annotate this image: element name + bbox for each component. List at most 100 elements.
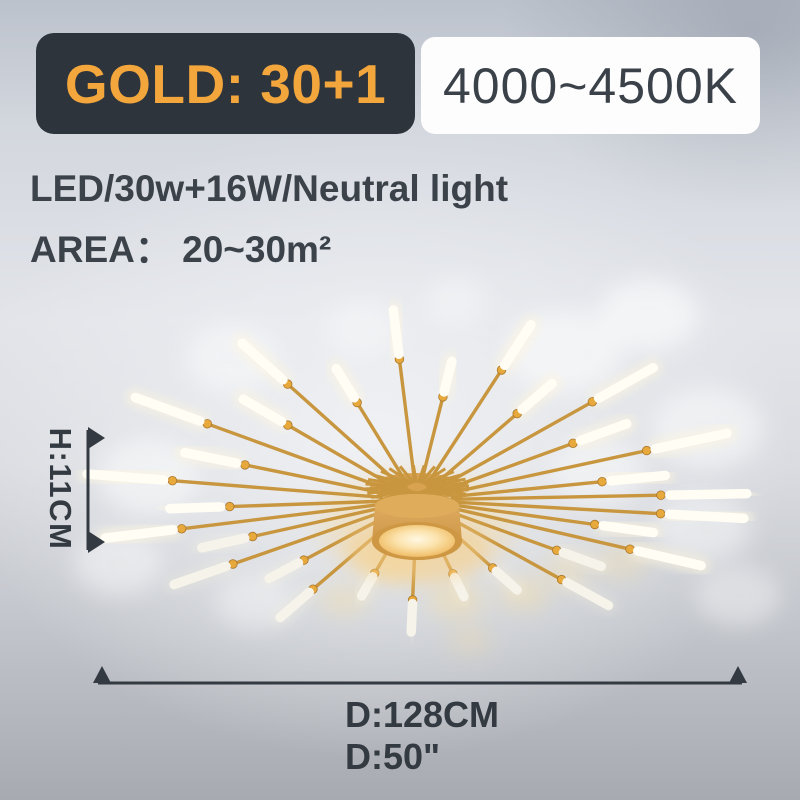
rod-bead	[224, 501, 235, 512]
lamp-arm	[232, 333, 401, 486]
lamp-arm	[174, 442, 386, 496]
dimension-annotations	[86, 427, 747, 685]
led-tube	[633, 546, 706, 571]
canopy-spoke	[426, 486, 467, 496]
led-tube	[593, 362, 658, 403]
led-tube	[275, 587, 314, 623]
diameter-arrow-right-icon	[729, 666, 747, 683]
rod-bead	[590, 519, 600, 530]
led-tube	[180, 447, 242, 468]
lamp-rod	[450, 493, 661, 501]
led-tube	[331, 363, 359, 403]
led-tube	[598, 520, 659, 538]
lamp-arm	[448, 423, 737, 495]
lamp-rod	[286, 423, 395, 488]
lamp-rod	[244, 463, 386, 496]
lamp-arm	[444, 413, 637, 492]
lamp-arm	[159, 496, 384, 519]
lamp-arm	[191, 504, 388, 558]
hub-light-face	[379, 525, 455, 557]
led-tube	[388, 305, 404, 359]
canopy-spoke	[425, 473, 461, 487]
lamp-arm	[450, 483, 757, 506]
rod-bead	[625, 544, 635, 554]
lamp-arm	[95, 502, 385, 549]
led-tube	[439, 356, 457, 397]
lamp-rod	[286, 382, 401, 486]
lamp-arm	[383, 300, 417, 482]
lamp-rod	[172, 479, 384, 500]
lamp-rod	[427, 369, 503, 484]
lamp-rod	[206, 422, 390, 492]
lamp-arm	[450, 500, 754, 529]
diameter-arrow-left-icon	[93, 666, 111, 683]
canopy-spoke	[398, 465, 415, 484]
led-tube	[517, 378, 557, 415]
lamp-rod	[355, 401, 408, 483]
lamp-arm	[427, 314, 541, 484]
color-temp-label: 4000~4500K	[442, 57, 738, 114]
led-tube	[558, 547, 607, 572]
lamp-rod	[444, 441, 574, 492]
lamp-rod	[450, 500, 661, 516]
rod-bead	[167, 476, 178, 486]
hub-drum-top	[375, 494, 459, 518]
led-tube	[449, 572, 469, 602]
model-badge: GOLD: 30+1	[36, 33, 415, 134]
rod-bead	[176, 524, 187, 534]
led-tube	[406, 598, 418, 637]
led-tube	[238, 394, 287, 427]
model-badge-label: GOLD: 30+1	[64, 52, 387, 115]
diameter-cm-label: D:128CM	[345, 694, 500, 735]
led-tube	[237, 338, 288, 385]
lamp-rod	[420, 396, 445, 482]
rod-bead	[597, 477, 607, 487]
lamp-arm	[434, 373, 563, 486]
led-tube	[664, 509, 749, 524]
lamp-rod	[434, 412, 519, 486]
led-tube	[665, 488, 752, 500]
lamp-rod	[448, 448, 648, 495]
height-dimension-label: H:11CM	[43, 427, 78, 551]
lamp-arm	[441, 507, 612, 577]
lamp-rod	[441, 507, 558, 552]
lamp-arm	[448, 502, 664, 543]
led-tube	[575, 419, 632, 446]
ceiling-glow	[598, 279, 698, 351]
lamp-arm	[77, 464, 384, 500]
diameter-inch-label: D:50"	[345, 736, 441, 778]
color-temp-badge: 4000~4500K	[421, 37, 760, 134]
lamp-arm	[125, 387, 390, 492]
led-tube	[356, 572, 378, 601]
lamp-rod	[181, 502, 385, 531]
ceiling-glow	[186, 324, 278, 392]
lamp-arm	[446, 505, 712, 576]
lamp-rod	[446, 505, 631, 551]
lamp-rod	[252, 504, 388, 539]
led-tube	[165, 502, 226, 514]
rod-bead	[655, 509, 666, 519]
lamp-arm	[326, 358, 408, 483]
lamp-rod	[397, 358, 417, 482]
lamp-rod	[450, 480, 603, 499]
lamp-rod	[229, 499, 384, 509]
spec-power-line: LED/30w+16W/Neutral light	[30, 168, 509, 209]
lamp-arms-layer	[77, 300, 757, 642]
ceiling-glow	[425, 276, 485, 324]
lamp-arm	[233, 389, 395, 488]
led-tube	[562, 577, 614, 611]
spec-area-line: AREA： 20~30m²	[30, 229, 332, 270]
lamp-arm	[450, 465, 676, 499]
led-tube	[100, 525, 178, 543]
led-tube	[82, 469, 169, 485]
led-tube	[264, 558, 304, 584]
rod-bead	[642, 445, 652, 456]
height-arrow-top-icon	[88, 427, 105, 449]
lamp-arm	[420, 351, 462, 482]
lamp-arm	[440, 357, 664, 488]
rod-bead	[247, 531, 258, 542]
lamp-arm	[164, 507, 392, 595]
lamp-rod	[448, 502, 596, 527]
